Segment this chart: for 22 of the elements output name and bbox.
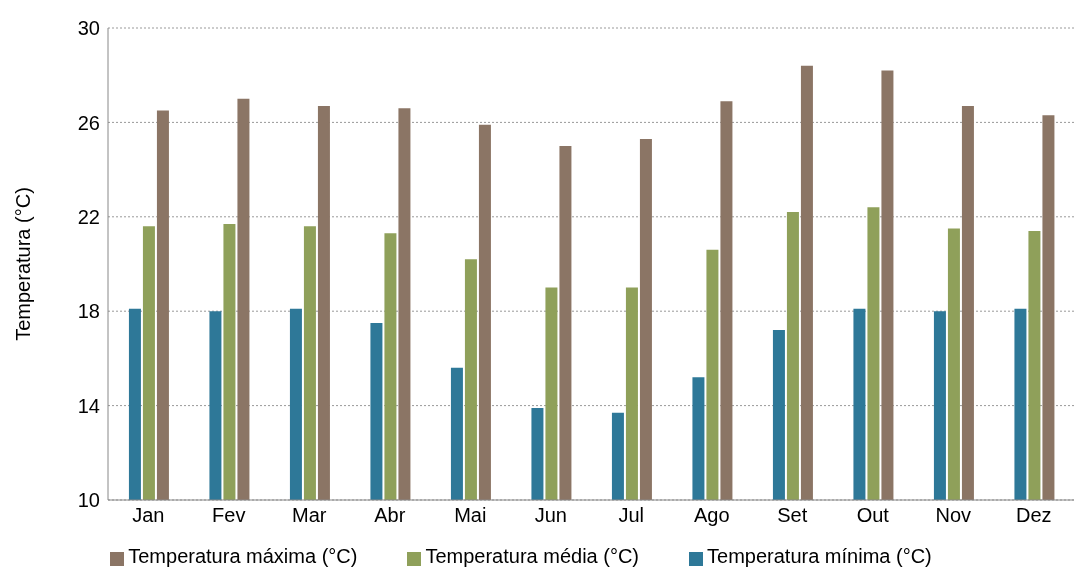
legend-label: Temperatura mínima (°C)	[707, 545, 932, 567]
x-tick-label: Ago	[693, 504, 730, 527]
y-axis-title: Temperatura (°C)	[12, 187, 35, 341]
x-tick-label: Mar	[292, 504, 327, 527]
x-tick-label: Abr	[374, 504, 406, 527]
y-tick-label: 14	[77, 394, 100, 417]
legend-label: Temperatura máxima (°C)	[128, 545, 358, 567]
y-tick-label: 10	[77, 489, 100, 512]
x-tick-label: Mai	[454, 504, 487, 527]
x-tick-label: Jul	[618, 504, 645, 527]
x-tick-label: Jun	[534, 504, 567, 527]
x-tick-label: Set	[777, 504, 808, 527]
x-tick-label: Out	[856, 504, 890, 527]
y-tick-label: 30	[77, 17, 100, 40]
x-tick-label: Nov	[935, 504, 972, 527]
y-tick-label: 22	[77, 205, 100, 228]
y-tick-label: 18	[77, 300, 100, 323]
y-tick-label: 26	[77, 111, 100, 134]
x-tick-label: Fev	[212, 504, 246, 527]
legend-label: Temperatura média (°C)	[425, 545, 640, 567]
x-tick-label: Dez	[1015, 504, 1052, 527]
x-tick-label: Jan	[132, 504, 165, 527]
